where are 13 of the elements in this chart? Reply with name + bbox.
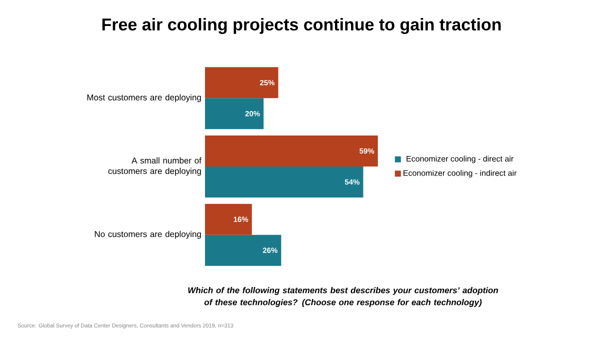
bar [205, 166, 364, 198]
legend-label: Economizer cooling - indirect air [404, 170, 517, 178]
bar [205, 204, 252, 235]
y-tick-label: A small number of customers are deploying [108, 157, 202, 176]
y-tick-label: No customers are deploying [94, 230, 201, 239]
chart-title: Free air cooling projects continue to gain traction [102, 18, 501, 34]
y-tick-label: Most customers are deploying [87, 94, 201, 102]
text: Which of the following statements best describes your customers’ adoption of these technologies? (Choose one response for each technology) [188, 287, 498, 307]
bar [205, 98, 264, 130]
bar [205, 135, 378, 166]
bar [205, 234, 282, 266]
legend-label: Economizer cooling - direct air [406, 156, 514, 164]
bar [205, 67, 278, 98]
